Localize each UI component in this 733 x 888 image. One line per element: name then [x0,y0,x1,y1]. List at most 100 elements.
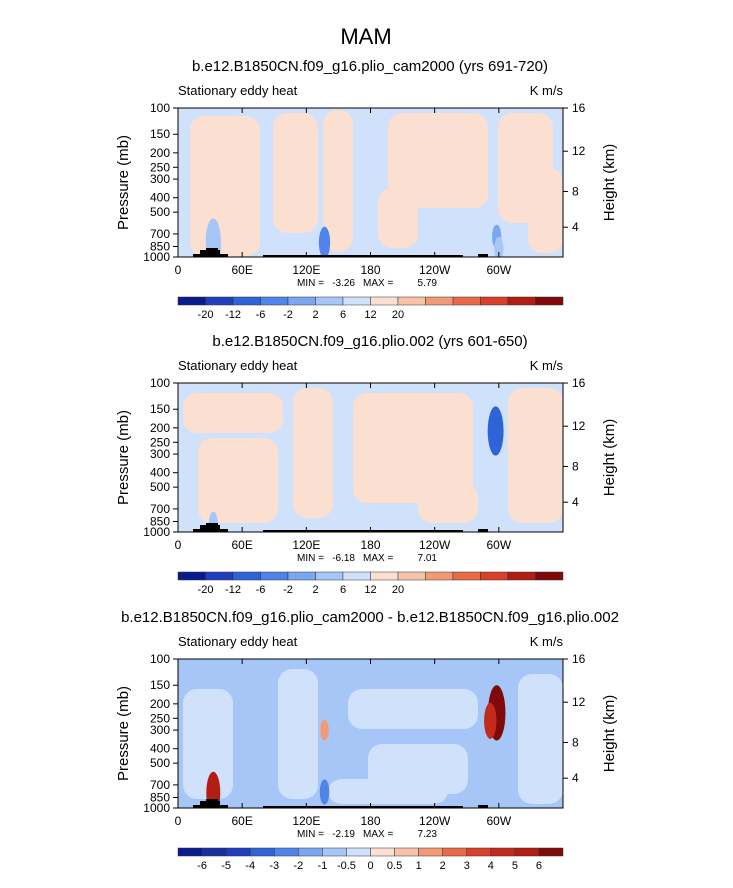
panel-1: b.e12.B1850CN.f09_g16.plio_cam2000 (yrs … [115,58,618,321]
x-tick-label: 180 [360,814,380,828]
y-tick-label: 150 [150,127,170,141]
y-tick-label: 850 [150,239,170,253]
y-tick-label: 400 [150,191,170,205]
field-region-7 [528,168,563,253]
y-tick-label: 1000 [143,250,170,264]
colorbar-swatch [535,296,564,306]
max-label: MAX = [363,553,393,564]
panel-title: b.e12.B1850CN.f09_g16.plio_cam2000 (yrs … [192,58,548,75]
colorbar-swatch [342,571,371,581]
colorbar-swatch [425,571,454,581]
colorbar-swatch [260,296,289,306]
x-tick-label: 0 [175,263,182,277]
panel-3: b.e12.B1850CN.f09_g16.plio_cam2000 - b.e… [115,609,619,872]
y2-tick-label: 4 [572,495,579,509]
y-tick-label: 850 [150,514,170,528]
y-tick-label: 500 [150,205,170,219]
panel-left-label: Stationary eddy heat [178,358,298,373]
y-tick-label: 200 [150,697,170,711]
y2-tick-label: 16 [572,652,586,666]
min-label: MIN = [297,278,324,289]
field-region-2 [273,113,318,233]
colorbar-swatch [397,571,426,581]
y-tick-label: 200 [150,146,170,160]
panel-right-label: K m/s [530,358,564,373]
colorbar-label: 20 [392,309,404,321]
y-tick-label: 100 [150,652,170,666]
y-tick-label: 500 [150,480,170,494]
field-region-1 [190,116,260,256]
y-tick-label: 700 [150,227,170,241]
y2-tick-label: 8 [572,184,579,198]
colorbar-swatch [205,571,234,581]
colorbar-swatch [315,296,344,306]
colorbar-swatch [315,571,344,581]
y2-tick-label: 16 [572,101,586,115]
colorbar-swatch [342,296,371,306]
colorbar-label: 0 [367,860,373,872]
colorbar-label: 20 [392,584,404,596]
colorbar-swatch [205,296,234,306]
colorbar-label: 4 [488,860,494,872]
y-tick-label: 500 [150,756,170,770]
field-region-6 [328,779,448,804]
max-value: 5.79 [418,278,438,289]
colorbar-swatch [425,296,454,306]
x-tick-label: 60W [486,814,511,828]
x-tick-label: 0 [175,814,182,828]
colorbar-swatch [287,571,316,581]
topography [193,248,488,257]
y-tick-label: 200 [150,421,170,435]
colorbar-swatch [232,296,261,306]
colorbar-swatch [394,847,419,857]
colorbar-label: 3 [464,860,470,872]
contour-field [178,659,563,808]
field-region-5 [378,188,418,248]
colorbar-swatch [507,296,536,306]
colorbar-label: -6 [197,860,207,872]
y-tick-label: 850 [150,790,170,804]
colorbar-label: 5 [512,860,518,872]
contour-field [178,383,563,532]
colorbar-swatch [346,847,371,857]
max-value: 7.23 [418,829,438,840]
colorbar-label: 12 [364,309,376,321]
colorbar-label: 1 [416,860,422,872]
min-value: -2.19 [332,829,355,840]
field-region-3 [348,689,478,729]
colorbar-swatch [260,571,289,581]
x-tick-label: 120E [292,814,320,828]
colorbar-label: -12 [225,309,241,321]
x-tick-label: 60W [486,538,511,552]
colorbar-swatch [201,847,227,857]
x-tick-label: 0 [175,538,182,552]
colorbar-label: 2 [312,309,318,321]
colorbar-label: 6 [340,309,346,321]
colorbar-swatch [370,296,399,306]
max-label: MAX = [363,829,393,840]
figure-title: MAM [340,24,391,49]
y-tick-label: 250 [150,160,170,174]
anomaly-3 [206,771,221,808]
y-tick-label: 300 [150,723,170,737]
anomaly-5 [320,719,329,741]
y-tick-label: 150 [150,402,170,416]
panel-left-label: Stationary eddy heat [178,634,298,649]
colorbar-label: -5 [221,860,231,872]
colorbar-label: 12 [364,584,376,596]
y-tick-label: 300 [150,172,170,186]
anomaly-1 [487,406,504,456]
colorbar-swatch [452,571,481,581]
max-label: MAX = [363,278,393,289]
y-tick-label: 1000 [143,801,170,815]
colorbar-swatch [287,296,316,306]
colorbar-swatch [370,571,399,581]
panel-2: b.e12.B1850CN.f09_g16.plio.002 (yrs 601-… [115,333,618,596]
colorbar-swatch [490,847,516,857]
y-tick-label: 400 [150,742,170,756]
panels: b.e12.B1850CN.f09_g16.plio_cam2000 (yrs … [115,58,619,872]
colorbar-label: -0.5 [337,860,356,872]
y2-tick-label: 12 [572,144,586,158]
y-tick-label: 300 [150,447,170,461]
